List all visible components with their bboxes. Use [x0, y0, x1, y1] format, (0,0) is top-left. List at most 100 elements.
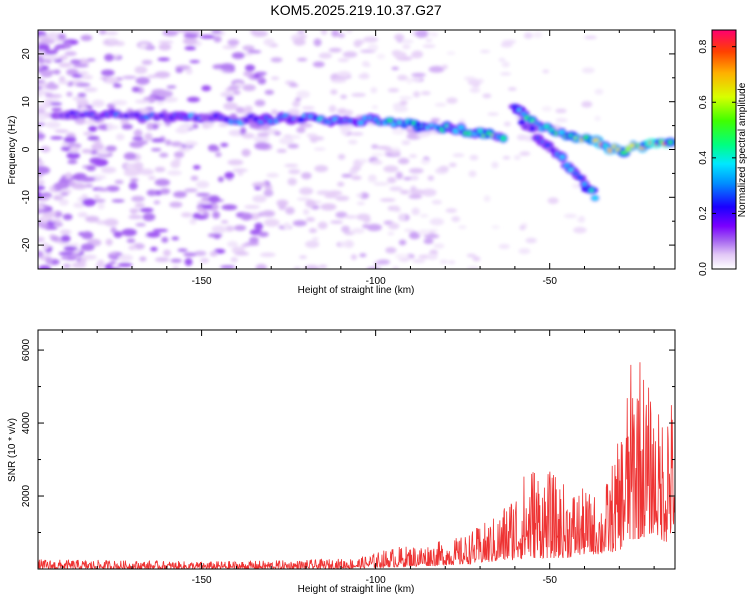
noise-blob [395, 171, 403, 180]
noise-blob [230, 256, 238, 263]
noise-blob [197, 200, 210, 206]
noise-blob [173, 158, 182, 163]
noise-blob [71, 243, 80, 247]
noise-blob [411, 207, 420, 216]
noise-blob [293, 266, 301, 269]
noise-blob [391, 128, 405, 135]
noise-blob [213, 234, 221, 239]
noise-blob [409, 231, 421, 240]
noise-blob [283, 222, 291, 230]
noise-blob [244, 64, 256, 72]
noise-blob [183, 252, 197, 257]
noise-blob [430, 117, 441, 123]
snr-y-label: SNR (10 * v/v) [7, 418, 18, 482]
noise-blob [71, 74, 83, 78]
noise-blob [223, 102, 238, 111]
noise-blob [581, 101, 593, 108]
noise-blob [106, 38, 118, 44]
noise-blob [466, 253, 476, 258]
noise-blob [74, 117, 87, 125]
noise-blob [337, 33, 345, 38]
noise-blob [96, 188, 110, 192]
noise-blob [313, 38, 322, 47]
noise-blob [314, 165, 329, 173]
noise-blob [58, 198, 69, 206]
noise-blob [178, 124, 194, 129]
noise-blob [500, 41, 513, 48]
noise-blob [93, 194, 101, 199]
noise-blob [406, 77, 413, 84]
noise-blob [189, 218, 197, 225]
noise-blob [139, 207, 154, 213]
noise-blob [123, 152, 137, 161]
noise-blob [393, 105, 409, 113]
noise-blob [391, 205, 400, 212]
noise-blob [38, 86, 42, 91]
noise-blob [45, 121, 61, 129]
noise-blob [134, 66, 148, 74]
x-tick-label: -50 [542, 276, 557, 287]
noise-blob [132, 136, 144, 141]
noise-blob [38, 160, 45, 166]
colorbar-ticks: 0.0 0.2 0.4 0.6 0.8 [698, 39, 736, 276]
noise-blob [320, 203, 337, 211]
noise-blob [408, 194, 423, 200]
noise-blob [72, 64, 89, 68]
spectrogram-blobs [38, 30, 675, 269]
noise-blob [350, 132, 364, 136]
noise-blob [299, 34, 308, 38]
noise-blob [367, 43, 379, 51]
noise-blob [518, 248, 531, 255]
noise-blob [109, 261, 117, 265]
noise-blob [61, 256, 68, 260]
noise-blob [121, 123, 133, 130]
noise-blob [370, 160, 383, 165]
noise-blob [163, 249, 171, 257]
noise-blob [104, 53, 114, 62]
noise-blob [86, 165, 96, 172]
noise-blob [128, 182, 138, 190]
noise-blob [411, 72, 426, 78]
noise-blob [107, 252, 118, 256]
noise-blob [77, 212, 88, 218]
noise-blob [366, 266, 382, 269]
noise-blob [312, 61, 325, 68]
noise-blob [93, 174, 107, 180]
noise-blob [60, 234, 71, 243]
noise-blob [328, 105, 337, 113]
noise-blob [339, 241, 348, 248]
spectrogram-x-ticks: -150 -100 -50 [61, 30, 655, 287]
noise-blob [151, 88, 167, 96]
noise-blob [128, 215, 143, 220]
noise-blob [38, 122, 46, 126]
noise-blob [391, 50, 402, 56]
signal-core [591, 195, 599, 201]
noise-blob [340, 94, 348, 99]
signal-core [520, 111, 528, 117]
noise-blob [184, 146, 191, 152]
noise-blob [295, 97, 302, 102]
noise-blob [146, 189, 157, 196]
noise-blob [58, 80, 70, 85]
signal-core [550, 147, 555, 153]
noise-blob [50, 235, 60, 242]
noise-blob [433, 243, 445, 249]
noise-blob [38, 166, 51, 175]
noise-blob [358, 158, 368, 163]
noise-blob [79, 176, 96, 182]
noise-blob [266, 173, 280, 178]
noise-blob [212, 211, 221, 219]
noise-blob [398, 213, 406, 222]
noise-blob [217, 176, 224, 183]
noise-blob [345, 30, 353, 34]
noise-blob [196, 180, 210, 189]
noise-blob [429, 218, 445, 226]
noise-blob [288, 168, 301, 175]
noise-blob [59, 242, 72, 246]
noise-blob [192, 165, 201, 170]
noise-blob [519, 151, 531, 156]
noise-blob [73, 202, 85, 208]
noise-blob [409, 175, 419, 181]
noise-blob [153, 200, 161, 205]
